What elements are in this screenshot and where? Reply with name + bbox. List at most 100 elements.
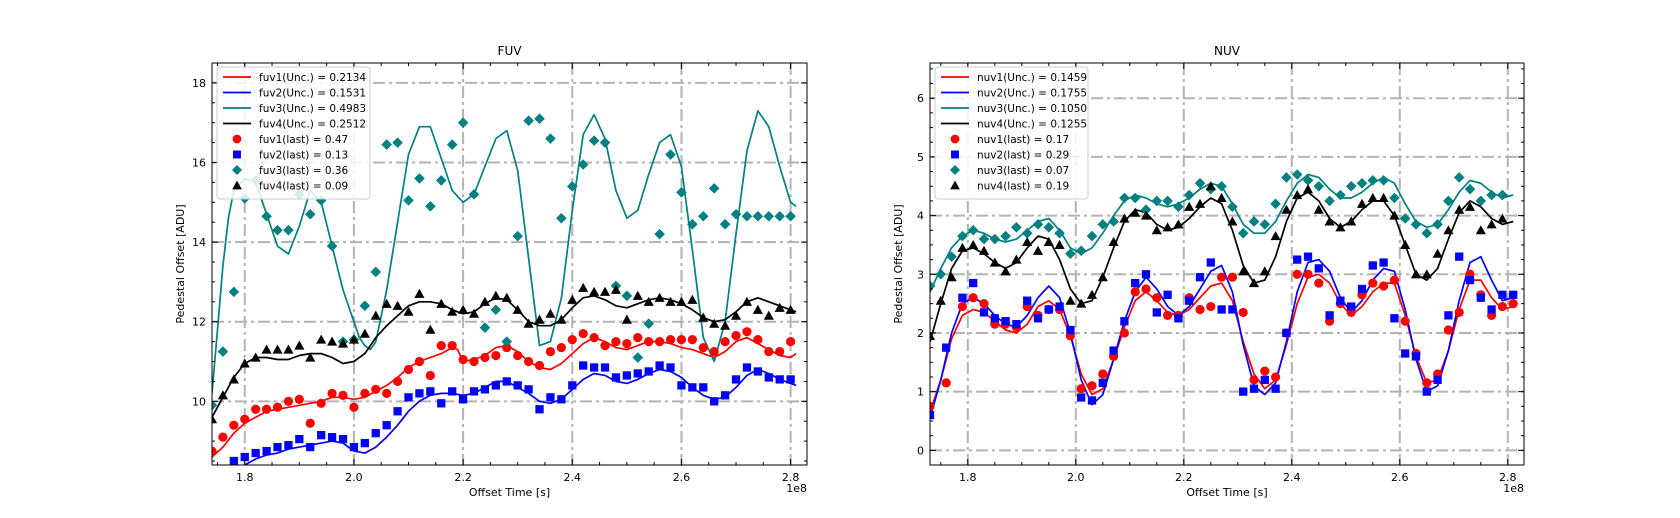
data-point: [752, 304, 763, 314]
legend-marker-swatch: [950, 180, 960, 190]
data-point: [698, 342, 708, 353]
x-tick-label: 2.8: [782, 471, 800, 484]
data-point: [1302, 184, 1314, 194]
data-point: [698, 312, 709, 322]
data-point: [348, 334, 359, 344]
data-point: [359, 328, 370, 338]
data-point: [1357, 284, 1367, 294]
data-point: [468, 308, 480, 318]
data-point: [1422, 378, 1432, 388]
data-point: [1347, 302, 1356, 311]
data-point: [1184, 201, 1195, 211]
data-point: [1206, 258, 1215, 267]
data-point: [611, 373, 621, 382]
data-point: [632, 290, 643, 300]
data-point: [568, 381, 577, 390]
data-point: [1356, 178, 1368, 189]
data-point: [1173, 219, 1184, 229]
data-point: [468, 189, 480, 200]
data-point: [1228, 305, 1237, 314]
data-point: [655, 337, 665, 347]
legend-label: fuv1(last) = 0.47: [259, 134, 348, 146]
data-point: [1109, 346, 1118, 355]
data-point: [1475, 195, 1487, 207]
data-point: [1237, 227, 1249, 239]
data-point: [1367, 175, 1379, 186]
data-point: [1260, 375, 1269, 385]
data-point: [709, 318, 720, 328]
data-point: [272, 224, 283, 236]
data-point: [393, 407, 402, 416]
x-axis-label: Offset Time [s]: [1186, 486, 1267, 499]
data-point: [360, 388, 370, 398]
data-point: [1400, 316, 1410, 326]
data-point: [1314, 264, 1323, 273]
data-point: [338, 390, 348, 400]
scatter-series-4: [212, 282, 796, 424]
plot-frame: [211, 62, 808, 466]
legend-marker-swatch: [951, 150, 959, 159]
data-point: [251, 448, 260, 458]
data-point: [786, 375, 795, 384]
data-point: [524, 385, 533, 394]
data-point: [240, 452, 249, 462]
data-point: [1098, 369, 1108, 379]
data-point: [978, 245, 990, 255]
data-point: [524, 356, 534, 367]
data-point: [261, 210, 272, 222]
y-tick-label: 6: [917, 92, 924, 105]
data-point: [578, 329, 588, 339]
y-tick-label: 12: [192, 316, 206, 329]
data-point: [1043, 222, 1055, 233]
data-point: [425, 370, 435, 381]
data-point: [720, 320, 731, 330]
legend-label: nuv3(last) = 0.07: [977, 165, 1069, 177]
data-point: [1023, 296, 1032, 305]
data-point: [535, 405, 544, 414]
y-tick-label: 5: [917, 151, 924, 164]
data-point: [501, 336, 513, 347]
data-point: [1410, 269, 1422, 279]
data-point: [753, 367, 763, 376]
data-point: [294, 394, 304, 404]
data-point: [1216, 180, 1227, 192]
data-point: [370, 310, 381, 320]
data-point: [208, 493, 216, 501]
data-point: [403, 195, 414, 206]
data-point: [741, 210, 753, 222]
legend-label: fuv2(last) = 0.13: [259, 150, 348, 162]
data-point: [1324, 216, 1335, 226]
data-point: [1021, 227, 1033, 239]
legend-label: nuv1(Unc.) = 0.1459: [977, 72, 1087, 84]
data-point: [967, 224, 979, 236]
data-point: [989, 233, 1001, 245]
scatter-series-2: [930, 252, 1518, 420]
data-point: [414, 288, 425, 298]
x-offset-label: 1e8: [786, 482, 807, 495]
ticks: [212, 62, 807, 465]
data-point: [436, 298, 447, 308]
data-point: [403, 364, 414, 375]
data-point: [1497, 213, 1508, 223]
data-point: [1336, 296, 1345, 305]
data-point: [935, 295, 946, 305]
data-point: [382, 421, 391, 430]
data-point: [1033, 314, 1043, 323]
data-point: [1227, 216, 1238, 226]
data-point: [381, 139, 392, 150]
panel-title: FUV: [498, 44, 523, 58]
data-point: [621, 314, 632, 324]
scatter-series-2: [208, 361, 795, 501]
data-point: [392, 376, 403, 387]
data-point: [958, 293, 967, 302]
legend-marker-swatch: [232, 180, 242, 190]
data-point: [946, 251, 957, 262]
data-point: [610, 284, 622, 294]
data-point: [546, 393, 555, 402]
data-point: [1097, 272, 1108, 282]
legend-box: [934, 66, 1089, 200]
data-point: [1108, 216, 1119, 227]
data-point: [218, 432, 228, 442]
data-point: [1248, 278, 1260, 288]
data-point: [1173, 201, 1184, 213]
